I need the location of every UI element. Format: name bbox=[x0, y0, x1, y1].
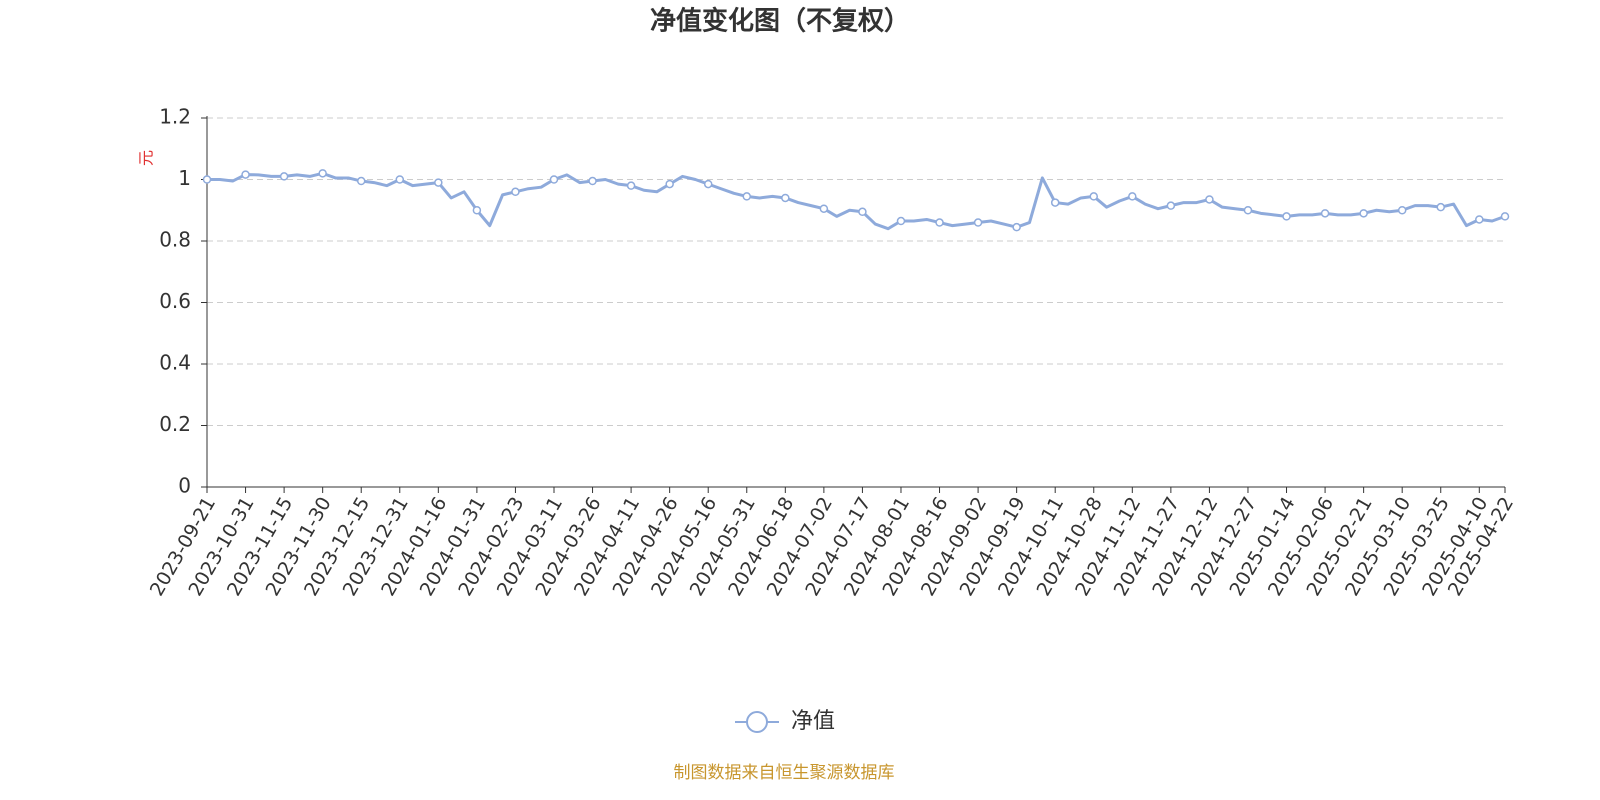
point bbox=[1436, 202, 1445, 212]
point bbox=[742, 192, 752, 201]
point bbox=[858, 207, 867, 217]
y-tick-label: 0 bbox=[178, 474, 191, 498]
chart-title: 净值变化图（不复权） bbox=[650, 6, 910, 37]
point bbox=[279, 172, 289, 181]
point bbox=[202, 175, 212, 184]
point bbox=[1205, 195, 1214, 204]
point bbox=[1050, 198, 1060, 207]
y-tick-label: 0.4 bbox=[159, 351, 191, 375]
y-tick-label: 0.6 bbox=[159, 289, 191, 313]
point bbox=[1282, 212, 1291, 221]
point bbox=[395, 175, 405, 184]
point bbox=[1089, 192, 1099, 201]
point bbox=[1359, 209, 1368, 218]
y-tick-label: 0.8 bbox=[159, 228, 191, 252]
point bbox=[549, 175, 559, 184]
point bbox=[935, 218, 944, 227]
point bbox=[781, 193, 790, 203]
point bbox=[434, 178, 443, 187]
point bbox=[1397, 206, 1407, 215]
point bbox=[973, 218, 983, 227]
y-tick-label: 1.2 bbox=[159, 105, 191, 129]
point bbox=[1012, 222, 1021, 232]
y-tick-label: 0.2 bbox=[159, 412, 191, 436]
point bbox=[1320, 209, 1330, 218]
point bbox=[511, 187, 520, 197]
point bbox=[896, 216, 906, 226]
y-axis-label: 元 bbox=[137, 150, 156, 166]
point bbox=[665, 179, 674, 189]
point bbox=[588, 176, 597, 186]
point bbox=[1243, 206, 1253, 215]
point bbox=[626, 181, 636, 190]
point bbox=[703, 179, 713, 189]
y-tick-label: 1 bbox=[178, 166, 191, 190]
legend-label: 净值 bbox=[791, 709, 835, 734]
footer: 制图数据来自恒生聚源数据库 bbox=[674, 763, 895, 783]
point bbox=[1475, 215, 1484, 224]
point bbox=[819, 204, 829, 213]
point bbox=[1166, 201, 1176, 210]
point bbox=[472, 206, 482, 215]
point bbox=[356, 176, 366, 186]
legend-marker bbox=[746, 711, 768, 733]
point bbox=[1128, 192, 1137, 201]
point bbox=[318, 169, 327, 178]
point bbox=[241, 170, 250, 179]
point bbox=[1500, 212, 1510, 221]
